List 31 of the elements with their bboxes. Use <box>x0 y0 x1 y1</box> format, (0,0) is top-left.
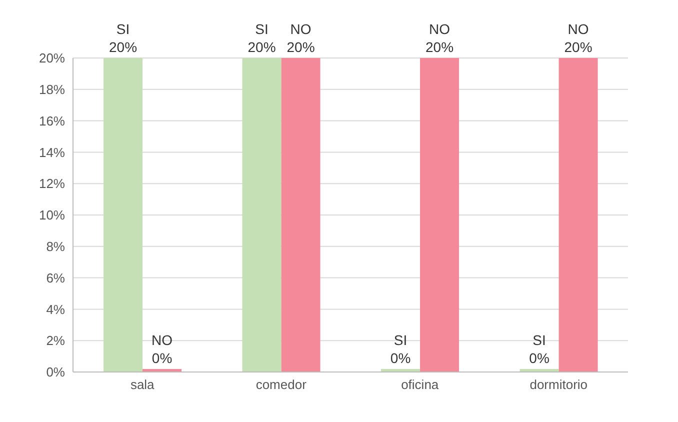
series-label: SI <box>116 21 130 37</box>
x-tick-label: comedor <box>256 377 308 392</box>
data-label: 20% <box>564 39 592 55</box>
series-label: NO <box>152 332 173 348</box>
text: NO <box>568 21 589 37</box>
y-tick-label: 6% <box>46 270 66 286</box>
y-tick-label: 10% <box>38 208 66 223</box>
y-tick-label: 0% <box>46 364 66 380</box>
data-label: 0% <box>152 350 172 366</box>
text: SI <box>532 332 546 348</box>
y-tick-label: 18% <box>38 82 66 98</box>
data-label: 20% <box>426 39 454 55</box>
text: NO <box>429 21 450 37</box>
y-tick-label: 20% <box>38 50 66 66</box>
text: NO <box>290 21 312 37</box>
y-tick-label: 2% <box>46 333 66 348</box>
y-tick-label: 12% <box>38 176 66 192</box>
text: SI <box>394 332 408 348</box>
x-tick-label: dormitorio <box>530 377 588 392</box>
y-tick-label: 8% <box>46 239 66 254</box>
x-tick-label: sala <box>130 377 156 392</box>
data-label: 0% <box>390 350 411 366</box>
data-label: 20% <box>248 39 276 55</box>
data-label: 0% <box>529 350 550 366</box>
y-tick-label: 4% <box>46 302 66 317</box>
text: SI <box>255 21 268 37</box>
data-label: 20% <box>286 39 315 55</box>
y-tick-label: 16% <box>38 113 66 128</box>
data-label: 20% <box>109 39 138 55</box>
x-tick-label: oficina <box>401 377 440 392</box>
y-tick-label: 14% <box>38 144 66 160</box>
